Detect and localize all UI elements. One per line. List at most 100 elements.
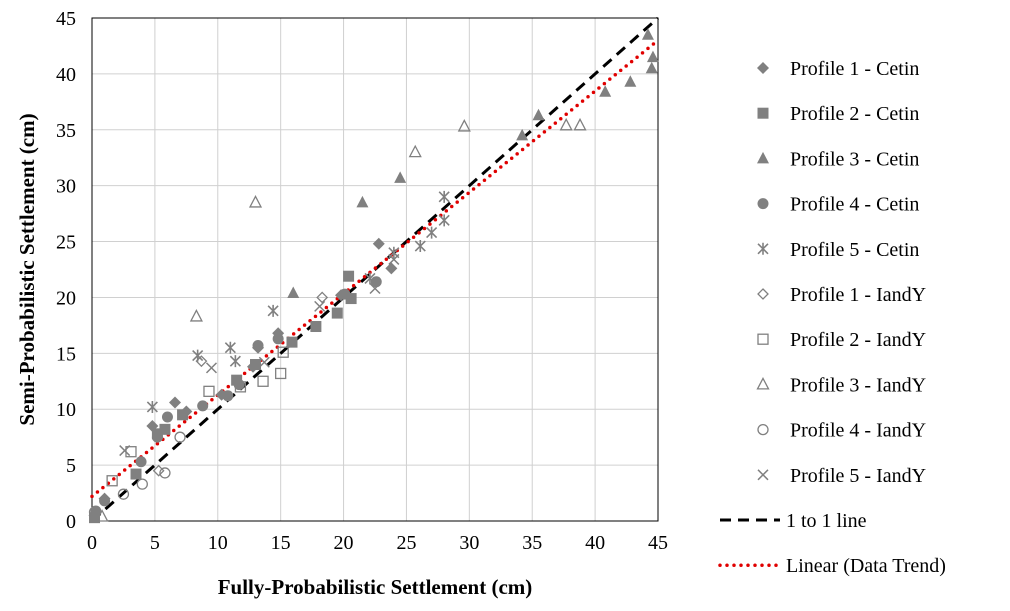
data-point [99, 495, 111, 507]
series-4 [90, 276, 382, 517]
legend-label: Profile 4 - Cetin [790, 194, 919, 216]
data-point [267, 304, 279, 317]
series-8 [95, 117, 587, 522]
data-point [197, 400, 209, 412]
data-point [88, 506, 101, 518]
data-point [189, 309, 203, 322]
data-point [532, 108, 545, 121]
data-point [457, 119, 471, 132]
data-point [177, 409, 189, 421]
data-point [151, 431, 163, 443]
data-point [372, 237, 385, 250]
data-point [599, 85, 612, 97]
legend-label: Profile 3 - IandY [790, 374, 926, 396]
data-point [385, 262, 398, 275]
legend-label: Profile 4 - IandY [790, 420, 926, 442]
data-point [234, 381, 247, 393]
data-point [257, 375, 269, 387]
x-tick-label: 45 [648, 532, 668, 554]
legend-entry: 1 to 1 line [720, 510, 867, 532]
data-point [314, 300, 326, 312]
data-point [174, 431, 186, 443]
data-point [130, 468, 142, 480]
data-point [205, 362, 218, 374]
legend-label: Linear (Data Trend) [786, 555, 946, 577]
x-tick-label: 0 [87, 532, 97, 554]
legend-symbol [757, 151, 769, 164]
data-point [135, 456, 147, 468]
legend-symbol [757, 333, 769, 345]
data-point [159, 423, 171, 435]
data-point [222, 390, 234, 402]
series-9 [88, 431, 186, 518]
x-tick-label: 5 [150, 532, 160, 554]
legend-label: 1 to 1 line [786, 510, 867, 532]
series-10 [119, 253, 400, 457]
data-point [195, 355, 208, 368]
data-point [258, 356, 270, 368]
data-point [646, 50, 659, 63]
data-point [287, 286, 300, 298]
linear-trend-line [90, 38, 660, 499]
legend-label: Profile 2 - IandY [790, 329, 926, 351]
y-tick-label: 15 [56, 343, 76, 365]
data-point [426, 226, 438, 239]
data-point [316, 291, 329, 304]
x-tick-label: 10 [208, 532, 228, 554]
legend-entry: Profile 5 - Cetin [757, 239, 919, 261]
trend-lines [90, 16, 660, 523]
data-point [343, 270, 355, 282]
x-tick-label: 40 [585, 532, 605, 554]
legend-label: Profile 1 - IandY [790, 284, 926, 306]
y-axis-title: Semi-Probabilistic Settlement (cm) [15, 113, 39, 425]
data-point [388, 253, 400, 265]
data-point [641, 28, 654, 40]
data-point [117, 488, 130, 500]
legend-label: Profile 5 - Cetin [790, 239, 919, 261]
tick-labels: 0 5 10 15 20 25 30 35 40 45 0 5 10 15 20 25 30 35 40 45 [56, 8, 668, 554]
legend-symbol [756, 376, 770, 390]
legend-label: Profile 2 - Cetin [790, 103, 919, 125]
data-point [364, 272, 376, 285]
legend-label: Profile 5 - IandY [790, 465, 926, 487]
legend-entry: Profile 3 - IandY [756, 374, 926, 396]
data-point [277, 346, 289, 358]
data-point [275, 367, 287, 380]
data-point [250, 359, 262, 371]
data-point [146, 400, 158, 413]
data-point [369, 282, 381, 295]
data-point [339, 288, 351, 300]
legend-label: Profile 1 - Cetin [790, 58, 919, 80]
data-point [248, 195, 263, 208]
y-tick-label: 20 [56, 287, 76, 309]
x-tick-label: 25 [396, 532, 416, 554]
x-tick-label: 35 [522, 532, 542, 554]
data-point [286, 336, 298, 348]
data-point [645, 61, 658, 74]
x-tick-label: 30 [459, 532, 479, 554]
series-5 [146, 190, 450, 413]
y-tick-label: 0 [66, 511, 76, 533]
data-point [106, 475, 118, 487]
y-tick-label: 35 [56, 120, 76, 142]
legend-entry: Profile 5 - IandY [757, 465, 926, 487]
legend-entry: Profile 2 - Cetin [757, 103, 919, 125]
data-point [559, 117, 573, 131]
plot-area-frame [91, 17, 659, 522]
legend-entry: Linear (Data Trend) [718, 555, 946, 577]
y-tick-label: 30 [56, 176, 76, 198]
data-point [169, 396, 182, 409]
data-point [408, 144, 422, 158]
data-point [272, 333, 284, 345]
x-tick-label: 20 [334, 532, 354, 554]
data-point [438, 214, 450, 227]
y-tick-label: 25 [56, 232, 76, 254]
legend-entry: Profile 2 - IandY [757, 329, 926, 351]
y-tick-label: 45 [56, 8, 76, 30]
data-point [331, 307, 343, 319]
data-points [88, 28, 659, 524]
legend-entry: Profile 1 - IandY [757, 284, 926, 306]
data-point [159, 467, 171, 479]
data-point [624, 75, 637, 87]
